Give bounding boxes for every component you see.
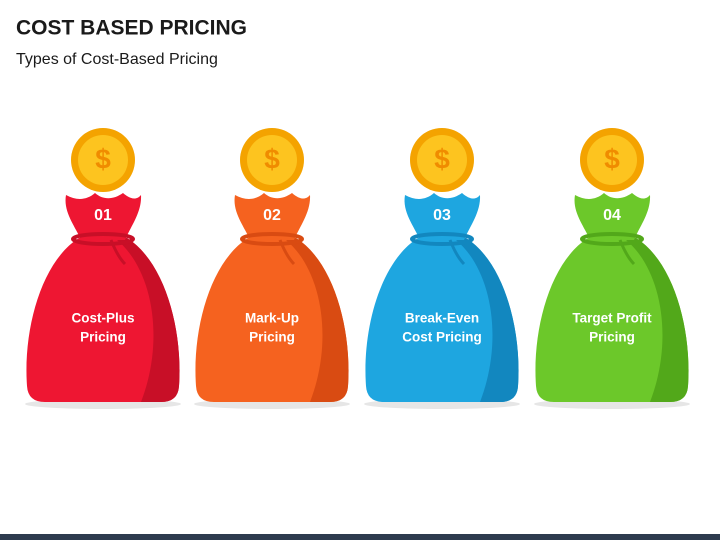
bag-tie: [240, 232, 304, 246]
bag-body: [26, 238, 180, 402]
step-label: Cost Pricing: [402, 330, 482, 345]
step-label: Pricing: [589, 330, 635, 345]
title: COST BASED PRICING: [16, 17, 247, 40]
coin-symbol: $: [434, 143, 450, 174]
step-label: Mark-Up: [245, 311, 299, 326]
footer-bar: [0, 534, 720, 540]
bag-tie: [71, 232, 135, 246]
tie-string: [448, 239, 466, 266]
bag-body: [365, 238, 519, 402]
step-number: 01: [94, 207, 112, 224]
money-bag: $01 Cost-Plus Pricing: [25, 128, 181, 409]
bag-tie: [580, 232, 644, 246]
tie-string: [278, 239, 296, 266]
bag-neck: [404, 193, 481, 240]
bag-shade: [286, 238, 349, 402]
money-bag: $02 Mark-Up Pricing: [194, 128, 350, 409]
bag-tie: [410, 232, 474, 246]
coin-face: [587, 135, 637, 185]
step-label: Pricing: [249, 330, 295, 345]
step-number: 02: [263, 207, 281, 224]
subtitle: Types of Cost-Based Pricing: [16, 51, 218, 68]
bag-neck: [234, 193, 311, 240]
step-label: Target Profit: [572, 311, 652, 326]
coin-symbol: $: [604, 143, 620, 174]
bag-shade: [626, 238, 689, 402]
bag-neck: [574, 193, 651, 240]
coin-symbol: $: [264, 143, 280, 174]
bag-shade: [456, 238, 519, 402]
bag-shade: [117, 238, 180, 402]
money-bag: $04 Target Profit Pricing: [534, 128, 690, 409]
money-bag: $03 Break-Even Cost Pricing: [364, 128, 520, 409]
tie-string: [618, 239, 636, 266]
tie-string: [109, 239, 127, 266]
coin-symbol: $: [95, 143, 111, 174]
coin-face: [247, 135, 297, 185]
bag-body: [535, 238, 689, 402]
coin-face: [78, 135, 128, 185]
bag-body: [195, 238, 349, 402]
step-label: Cost-Plus: [71, 311, 134, 326]
step-label: Break-Even: [405, 311, 479, 326]
coin-face: [417, 135, 467, 185]
step-number: 03: [433, 207, 451, 224]
step-number: 04: [603, 207, 621, 224]
step-label: Pricing: [80, 330, 126, 345]
bag-neck: [65, 193, 142, 240]
